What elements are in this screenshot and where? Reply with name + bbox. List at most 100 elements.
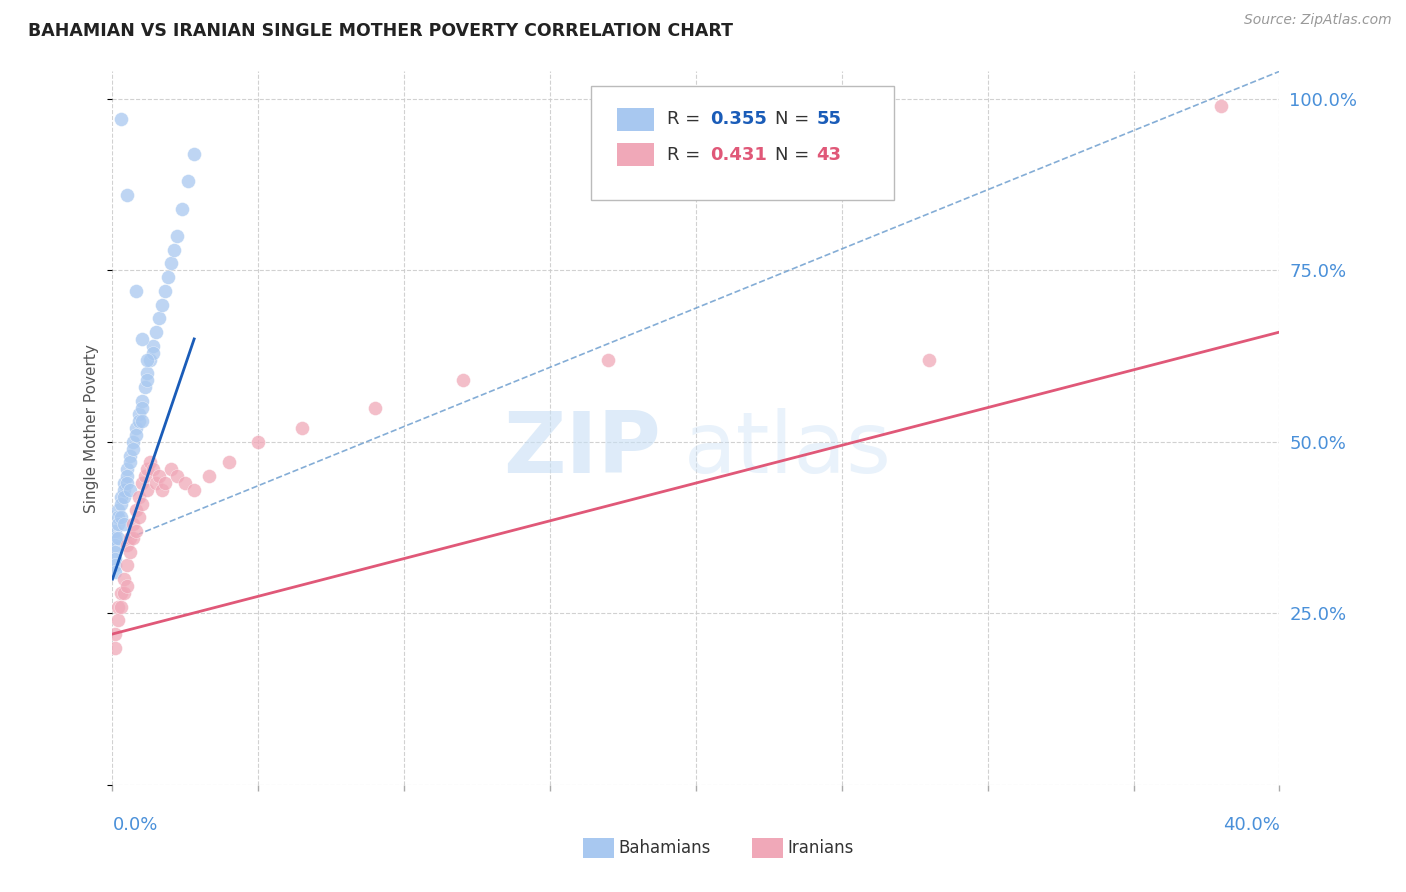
Point bbox=[107, 510, 129, 524]
Point bbox=[148, 469, 170, 483]
Point bbox=[112, 476, 135, 491]
Point bbox=[166, 229, 188, 244]
Point bbox=[136, 462, 159, 476]
Text: 0.431: 0.431 bbox=[710, 146, 766, 164]
Point bbox=[131, 332, 153, 346]
Point bbox=[134, 469, 156, 483]
Point bbox=[172, 202, 194, 216]
Point bbox=[166, 469, 188, 483]
Point bbox=[139, 455, 162, 469]
Point bbox=[115, 579, 138, 593]
Text: Iranians: Iranians bbox=[787, 839, 853, 857]
Point bbox=[136, 483, 159, 497]
Point bbox=[125, 503, 148, 517]
Text: atlas: atlas bbox=[685, 408, 893, 491]
Text: 0.355: 0.355 bbox=[710, 111, 766, 128]
Point bbox=[174, 476, 197, 491]
Point bbox=[142, 345, 165, 359]
Point bbox=[122, 517, 145, 532]
Point bbox=[145, 325, 167, 339]
Point bbox=[110, 497, 132, 511]
Point bbox=[115, 538, 138, 552]
Point bbox=[122, 434, 145, 449]
Point bbox=[112, 490, 135, 504]
Point bbox=[156, 270, 179, 285]
Point bbox=[122, 531, 145, 545]
Point bbox=[107, 599, 129, 614]
Point bbox=[118, 483, 141, 497]
Point bbox=[104, 531, 127, 545]
Point bbox=[115, 558, 138, 573]
Point bbox=[145, 476, 167, 491]
Point bbox=[131, 497, 153, 511]
Point bbox=[115, 187, 138, 202]
Point bbox=[104, 538, 127, 552]
Point bbox=[110, 599, 132, 614]
Point bbox=[128, 408, 150, 422]
Point bbox=[104, 544, 127, 558]
Point bbox=[125, 284, 148, 298]
Point bbox=[115, 469, 138, 483]
Point bbox=[136, 352, 159, 367]
Point bbox=[128, 510, 150, 524]
Point bbox=[112, 572, 135, 586]
Text: N =: N = bbox=[775, 146, 815, 164]
Point bbox=[128, 414, 150, 428]
Text: 40.0%: 40.0% bbox=[1223, 816, 1279, 834]
Text: N =: N = bbox=[775, 111, 815, 128]
Point bbox=[197, 469, 219, 483]
Point bbox=[107, 613, 129, 627]
Point bbox=[107, 503, 129, 517]
Point bbox=[110, 490, 132, 504]
Point bbox=[104, 551, 127, 566]
Point bbox=[136, 366, 159, 380]
Point bbox=[160, 462, 183, 476]
Point bbox=[148, 311, 170, 326]
Text: R =: R = bbox=[666, 146, 706, 164]
FancyBboxPatch shape bbox=[591, 86, 894, 200]
Point bbox=[104, 640, 127, 655]
Point bbox=[150, 298, 173, 312]
Point bbox=[104, 558, 127, 573]
Point bbox=[183, 146, 205, 161]
Point bbox=[128, 490, 150, 504]
Point bbox=[1209, 98, 1232, 112]
Point bbox=[115, 462, 138, 476]
Point bbox=[598, 352, 620, 367]
Point bbox=[104, 566, 127, 580]
Point bbox=[218, 455, 240, 469]
Text: ZIP: ZIP bbox=[503, 408, 661, 491]
Point bbox=[104, 627, 127, 641]
Bar bbox=[617, 144, 654, 166]
Point bbox=[110, 510, 132, 524]
Point bbox=[177, 174, 200, 188]
Point bbox=[153, 476, 176, 491]
Point bbox=[112, 483, 135, 497]
Point bbox=[131, 476, 153, 491]
Point bbox=[134, 380, 156, 394]
Point bbox=[112, 517, 135, 532]
Point bbox=[160, 256, 183, 270]
Point bbox=[291, 421, 314, 435]
Point bbox=[122, 442, 145, 456]
Point bbox=[118, 531, 141, 545]
Point bbox=[112, 586, 135, 600]
Point bbox=[918, 352, 941, 367]
Point bbox=[118, 449, 141, 463]
Text: 43: 43 bbox=[815, 146, 841, 164]
Point bbox=[139, 352, 162, 367]
Text: Source: ZipAtlas.com: Source: ZipAtlas.com bbox=[1244, 13, 1392, 28]
Point bbox=[107, 517, 129, 532]
Point bbox=[107, 531, 129, 545]
Point bbox=[247, 434, 270, 449]
Point bbox=[110, 112, 132, 127]
Text: 0.0%: 0.0% bbox=[112, 816, 157, 834]
Text: 55: 55 bbox=[815, 111, 841, 128]
Point bbox=[136, 373, 159, 387]
Point bbox=[110, 586, 132, 600]
Point bbox=[131, 393, 153, 408]
Point bbox=[125, 421, 148, 435]
Text: Bahamians: Bahamians bbox=[619, 839, 711, 857]
Point bbox=[451, 373, 474, 387]
Point bbox=[131, 414, 153, 428]
